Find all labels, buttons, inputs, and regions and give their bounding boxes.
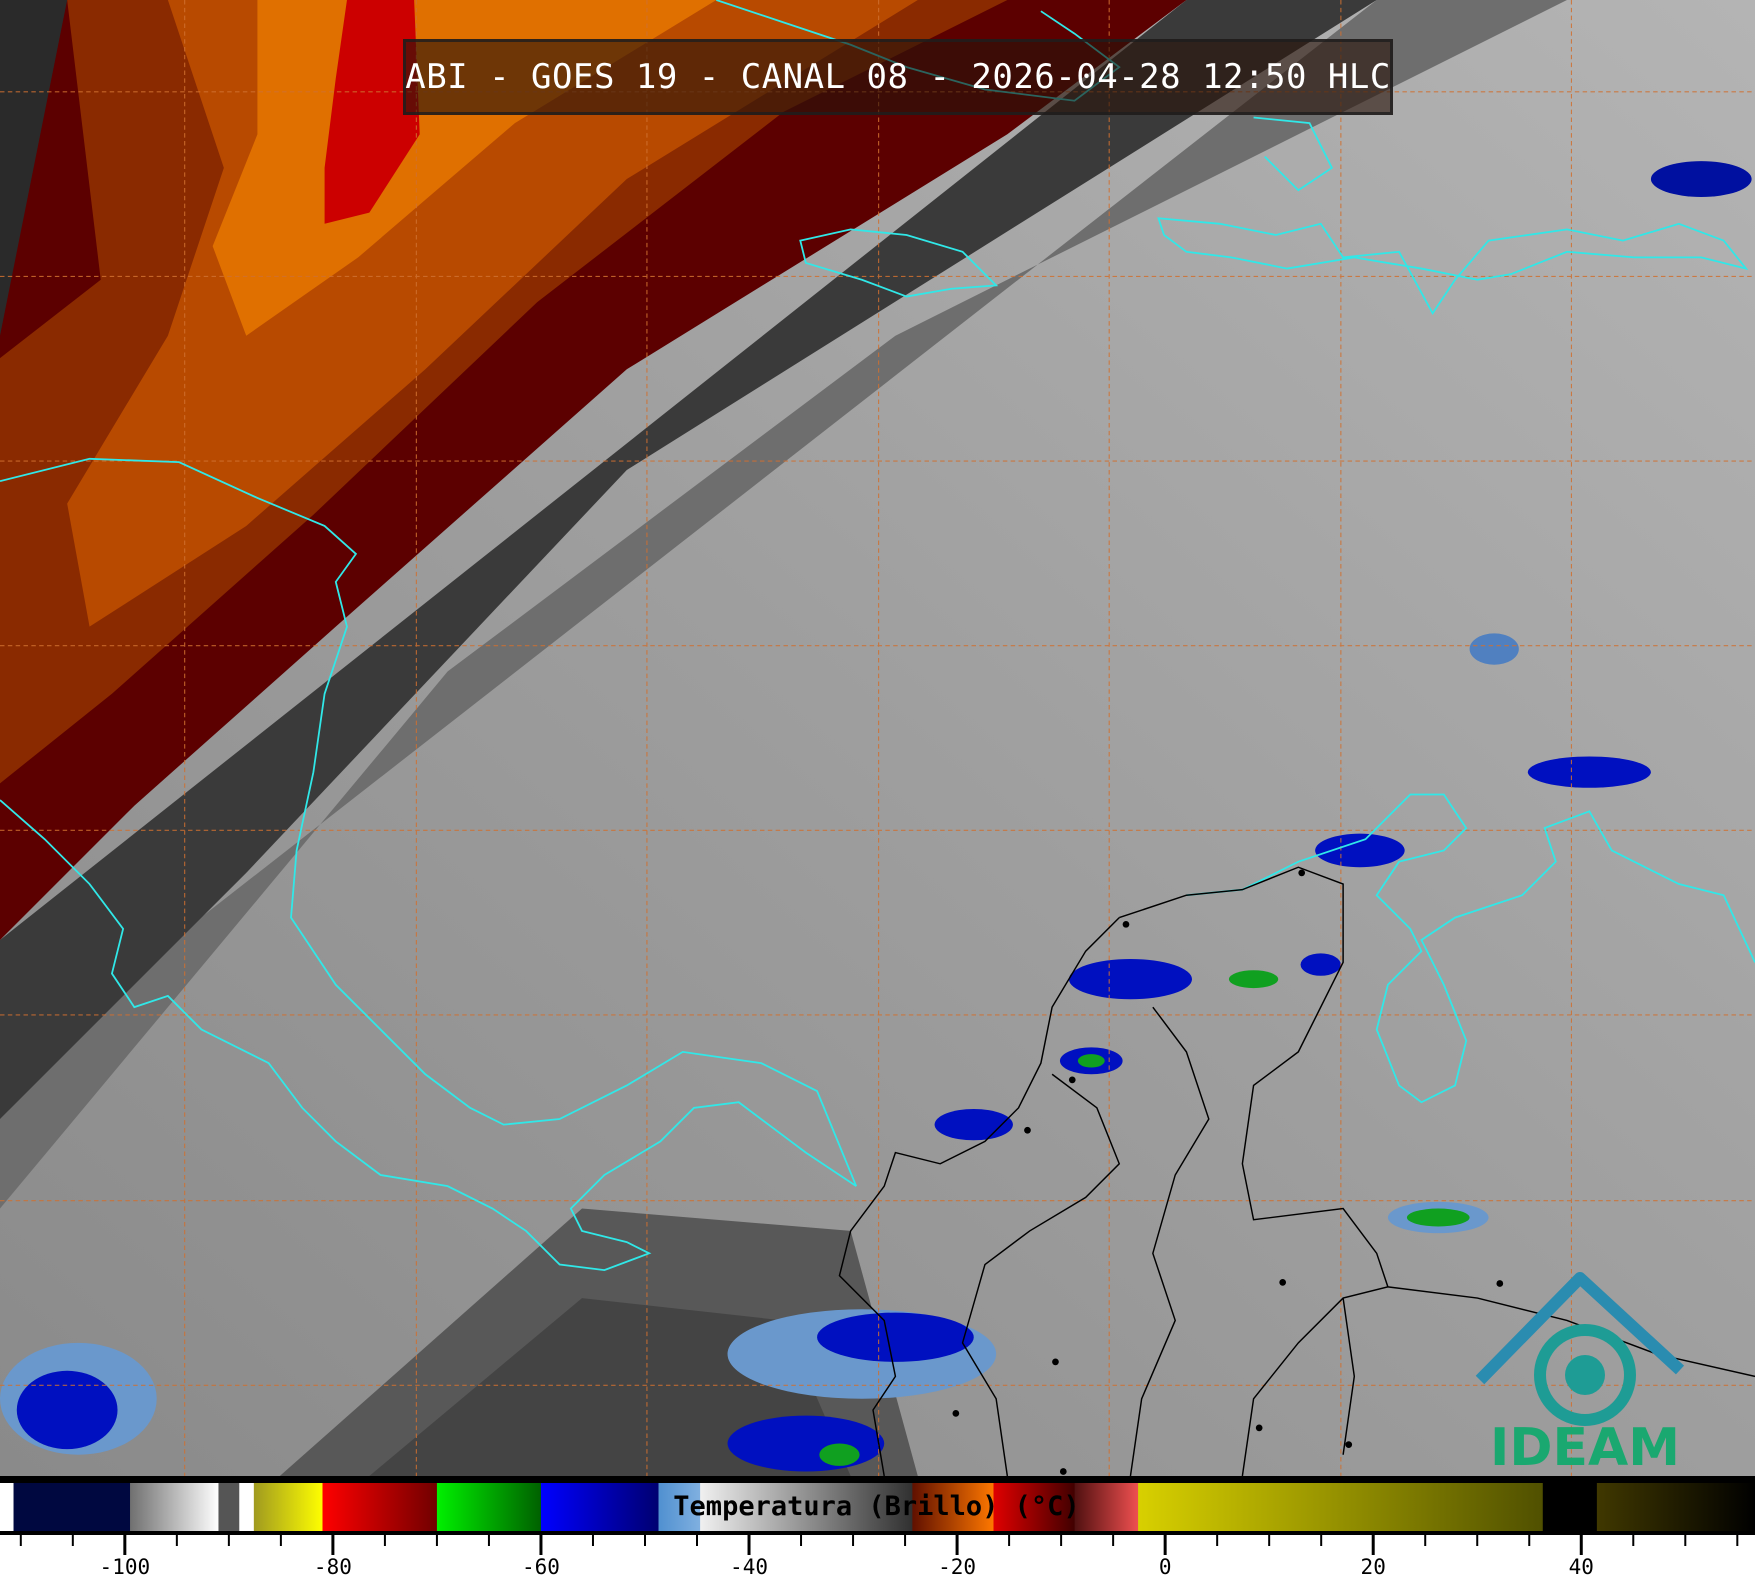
colorbar-tick-label: -100 xyxy=(100,1555,151,1577)
colorbar-tick-label: 40 xyxy=(1569,1555,1594,1577)
colorbar-segment xyxy=(1138,1483,1544,1531)
colorbar-tick-label: -60 xyxy=(522,1555,560,1577)
satellite-map xyxy=(0,0,1755,1476)
dry-region-south-darker xyxy=(369,1298,851,1476)
city-markers xyxy=(952,869,1504,1475)
colorbar-segment xyxy=(13,1483,131,1531)
colorbar-tick-label: 0 xyxy=(1159,1555,1172,1577)
temperature-colorbar: -100 -80 -60 -40 -20 0 20 40 xyxy=(0,1476,1755,1577)
colorbar-segment xyxy=(912,1483,994,1531)
colorbar-segment xyxy=(322,1483,438,1531)
logo-roof-arc xyxy=(1475,1272,1685,1385)
colorbar-segment xyxy=(540,1483,660,1531)
image-title: ABI - GOES 19 - CANAL 08 - 2026-04-28 12… xyxy=(405,57,1391,97)
colorbar-segment xyxy=(1074,1483,1139,1531)
colorbar-segment xyxy=(0,1483,15,1531)
ideam-logo: IDEAM xyxy=(1475,1272,1685,1476)
lat-lon-grid xyxy=(0,0,1755,1476)
colorbar-tick-label: -40 xyxy=(730,1555,768,1577)
logo-spiral-outer xyxy=(1534,1324,1636,1426)
convective-cells xyxy=(0,161,1752,1472)
political-borders xyxy=(838,866,1755,1476)
colorbar-segment xyxy=(218,1483,240,1531)
very-dry-red xyxy=(324,0,420,224)
logo-text: IDEAM xyxy=(1490,1418,1680,1476)
colorbar-tick-label: 20 xyxy=(1361,1555,1386,1577)
colorbar-segment xyxy=(993,1483,1076,1531)
colorbar-segment xyxy=(239,1483,255,1531)
colorbar-tick-label: -20 xyxy=(938,1555,976,1577)
image-title-banner: ABI - GOES 19 - CANAL 08 - 2026-04-28 12… xyxy=(403,39,1393,115)
colorbar-segment xyxy=(700,1483,913,1531)
colorbar-segment xyxy=(1596,1483,1755,1531)
colorbar-segment xyxy=(253,1483,323,1531)
colorbar-segment xyxy=(436,1483,542,1531)
colorbar-tick-label: -80 xyxy=(314,1555,352,1577)
dry-left-dark xyxy=(0,0,68,336)
logo-spiral-inner xyxy=(1565,1355,1605,1395)
colorbar-segment xyxy=(1542,1483,1598,1531)
colorbar-segment xyxy=(130,1483,219,1531)
colorbar-segment xyxy=(658,1483,701,1531)
